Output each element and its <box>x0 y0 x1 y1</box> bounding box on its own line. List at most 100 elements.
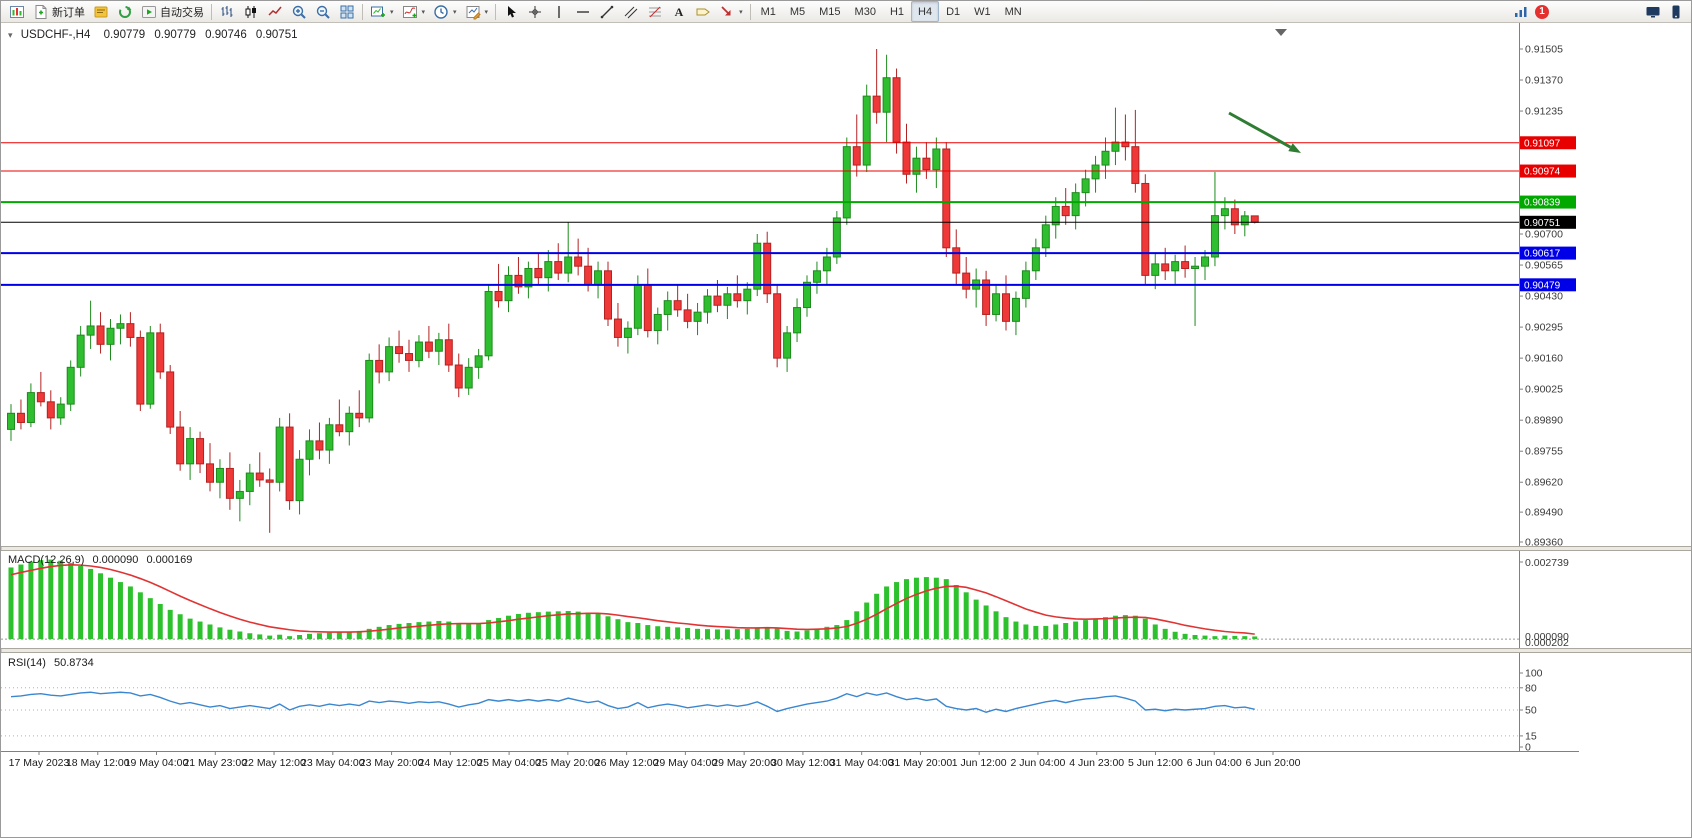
panel-separator-2[interactable] <box>1 648 1692 653</box>
metaeditor-button[interactable] <box>89 1 113 22</box>
arrows-button[interactable]: ▾ <box>715 1 747 22</box>
line-chart-icon <box>267 4 283 20</box>
dropdown-arrow-icon[interactable]: ▾ <box>484 8 489 16</box>
label-button[interactable] <box>691 1 715 22</box>
cursor-button[interactable] <box>499 1 523 22</box>
timeframe-m5-button[interactable]: M5 <box>789 5 806 18</box>
candle-body <box>1210 215 1219 258</box>
candle-body <box>176 426 185 465</box>
charts-button[interactable] <box>5 1 29 22</box>
timeframe-h1-button[interactable]: H1 <box>889 5 905 18</box>
candle-body <box>534 267 543 279</box>
zoom-in-button[interactable] <box>287 1 311 22</box>
candle-body <box>504 274 513 302</box>
macd-bar <box>117 582 123 640</box>
macd-bar <box>575 611 581 640</box>
mql5-signals-icon[interactable] <box>1512 3 1530 21</box>
timeframe-mn-button[interactable]: MN <box>1004 5 1022 18</box>
candle-body <box>1051 205 1060 226</box>
fibonacci-button[interactable] <box>643 1 667 22</box>
timeframe-w1-button[interactable]: W1 <box>974 5 991 18</box>
macd-bar <box>973 599 979 640</box>
candle-body <box>514 274 523 288</box>
price-scale-label: 0.89755 <box>1525 446 1563 458</box>
chart-shift-marker-icon[interactable] <box>1275 29 1287 36</box>
candle-body <box>255 472 264 481</box>
candle-body <box>395 346 404 355</box>
chart-canvas[interactable]: 0.91505 0.91370 0.91235 0.90700 0.90565 0.904… <box>1 23 1692 838</box>
candle-body <box>643 284 652 332</box>
templates-button[interactable]: ▾ <box>461 1 493 22</box>
candle-body <box>345 412 354 433</box>
tile-windows-button[interactable] <box>335 1 359 22</box>
macd-bar <box>754 627 760 640</box>
vertical-line-button[interactable] <box>547 1 571 22</box>
macd-bar <box>705 629 710 640</box>
dropdown-arrow-icon[interactable]: ▾ <box>453 8 457 16</box>
mobile-app-icon[interactable] <box>1667 3 1685 21</box>
candle-body <box>186 438 195 465</box>
refresh-button[interactable] <box>113 1 137 22</box>
candle-body <box>693 311 702 322</box>
macd-bar <box>476 623 482 640</box>
text-button[interactable]: A <box>667 1 691 22</box>
price-scale-label: 0.90295 <box>1525 322 1563 334</box>
new-order-icon <box>33 4 49 20</box>
bar-chart-button[interactable] <box>215 1 239 22</box>
macd-bar <box>1132 615 1138 640</box>
time-axis-label: 5 Jun 12:00 <box>1128 757 1183 769</box>
timeframe-h4-button[interactable]: H4 <box>911 1 940 22</box>
trendline-button[interactable] <box>595 1 619 22</box>
dropdown-arrow-icon[interactable]: ▾ <box>421 8 426 16</box>
indicators-button[interactable]: ▾ <box>398 1 430 22</box>
virtual-hosting-icon[interactable] <box>1644 3 1662 21</box>
macd-bar <box>555 611 561 640</box>
timeframe-m1-button[interactable]: M1 <box>760 5 776 18</box>
candle-body <box>414 341 423 361</box>
macd-bar <box>147 598 153 640</box>
line-chart-button[interactable] <box>263 1 287 22</box>
new-order-button[interactable]: 新订单 <box>29 1 89 22</box>
panel-separator-1[interactable] <box>1 546 1692 551</box>
price-scale-label: 0.89620 <box>1525 477 1563 489</box>
candlestick-button[interactable] <box>239 1 263 22</box>
dropdown-arrow-icon[interactable]: ▾ <box>390 8 394 16</box>
candle-body <box>1101 150 1110 166</box>
candle-body <box>932 148 941 171</box>
candle-body <box>763 242 772 295</box>
macd-bar <box>1202 635 1208 640</box>
auto-trading-button[interactable]: 自动交易 <box>137 1 208 22</box>
macd-bar <box>874 593 880 640</box>
arrow-annotation[interactable] <box>1228 111 1301 153</box>
horizontal-line-button[interactable] <box>571 1 595 22</box>
macd-bar <box>237 631 243 640</box>
crosshair-button[interactable] <box>523 1 547 22</box>
timeframe-m15-button[interactable]: M15 <box>819 5 841 18</box>
toolbar-far-right <box>1644 3 1685 21</box>
candle-body <box>215 467 224 483</box>
notifications-badge[interactable]: 1 <box>1535 5 1549 19</box>
channel-button[interactable] <box>619 1 643 22</box>
macd-main-value: 0.000090 <box>92 554 139 566</box>
timeframe-m30-button[interactable]: M30 <box>854 5 876 18</box>
candle-body <box>1061 205 1070 217</box>
macd-bar <box>814 628 820 640</box>
macd-bar <box>774 628 780 640</box>
one-click-trading-toggle-icon[interactable]: ▾ <box>8 30 13 40</box>
price-scale-label: 0.90430 <box>1525 291 1563 303</box>
time-axis-label: 31 May 20:00 <box>889 757 953 769</box>
macd-bar <box>257 634 263 640</box>
candle-body <box>812 270 821 283</box>
new-chart-button[interactable]: ▾ <box>366 1 398 22</box>
price-scale-label: 0.90565 <box>1525 260 1563 272</box>
candle-body <box>1011 297 1020 322</box>
zoom-out-button[interactable] <box>311 1 335 22</box>
periods-button[interactable]: ▾ <box>429 1 461 22</box>
candle-body <box>7 412 15 430</box>
dropdown-arrow-icon[interactable]: ▾ <box>739 8 743 16</box>
timeframe-d1-button[interactable]: D1 <box>946 5 961 18</box>
macd-signal-value: 0.000169 <box>146 554 193 566</box>
macd-bar <box>764 627 770 640</box>
candle-body <box>16 412 25 423</box>
